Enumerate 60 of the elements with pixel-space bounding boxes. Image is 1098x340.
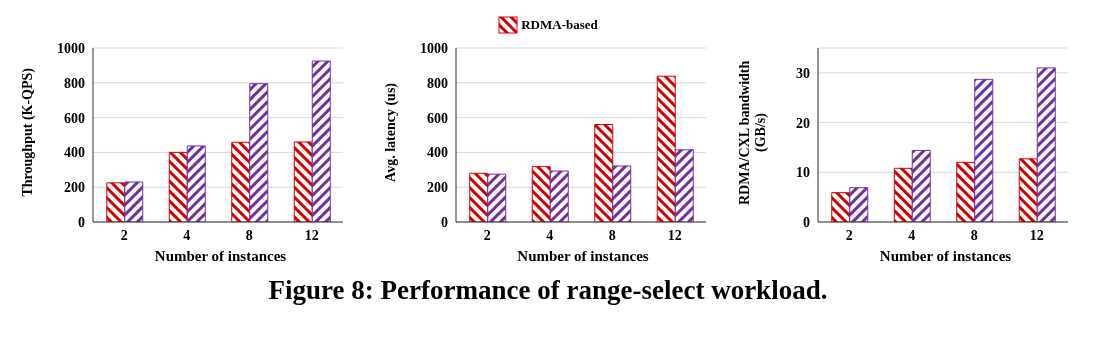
bar [293, 141, 313, 222]
bar [231, 141, 251, 222]
x-tick-label: 8 [245, 227, 253, 243]
bar [531, 166, 551, 222]
bar [549, 170, 569, 222]
bar [249, 83, 269, 222]
x-tick-label: 2 [120, 227, 128, 243]
y-tick-label: 0 [78, 214, 85, 230]
bar [486, 173, 506, 222]
caption: Figure 8: Performance of range-select workload. [267, 275, 829, 306]
x-tick-label: 2 [483, 227, 491, 243]
y-tick-label: 1000 [419, 40, 448, 56]
x-tick-label: 2 [845, 227, 853, 243]
y-tick-label: 1000 [57, 40, 85, 56]
bar [593, 124, 613, 222]
bar [911, 149, 931, 222]
bar [311, 60, 331, 222]
bar [168, 151, 188, 222]
x-axis-title: Number of instances [878, 248, 1013, 265]
x-tick-label: 8 [970, 227, 978, 243]
bar [106, 182, 126, 222]
x-axis-title: Number of instances [516, 248, 650, 265]
text: RDMA-based [520, 16, 598, 34]
y-tick-label: 600 [64, 110, 85, 126]
x-tick-label: 12 [304, 227, 319, 243]
y-tick-label: 600 [426, 110, 448, 126]
x-tick-label: 8 [608, 227, 616, 243]
y-tick-label: 10 [796, 165, 810, 181]
x-tick-label: 4 [908, 227, 916, 243]
bar [831, 192, 851, 222]
bar [186, 145, 206, 222]
y-tick-label: 200 [426, 180, 448, 196]
y-tick-label: 30 [796, 65, 810, 81]
bar [849, 187, 869, 222]
y-axis-title: RDMA/CXL bandwidth (GB/s) [737, 58, 769, 207]
bar [674, 149, 694, 222]
y-tick-label: 0 [440, 214, 448, 230]
bar [956, 161, 976, 222]
bar [1018, 158, 1038, 222]
bar [1036, 67, 1056, 222]
bar [124, 181, 144, 222]
bar [656, 75, 676, 222]
x-tick-label: 4 [183, 227, 191, 243]
y-axis-title: Throughput (K-QPS) [20, 67, 36, 197]
bar [611, 165, 631, 222]
y-tick-label: 800 [64, 75, 85, 91]
x-axis-title: Number of instances [153, 248, 288, 265]
y-tick-label: 400 [426, 145, 448, 161]
y-tick-label: 400 [64, 145, 85, 161]
y-tick-label: 20 [796, 115, 810, 131]
bar [893, 167, 913, 222]
bar [468, 172, 488, 222]
y-axis-title: Avg. latency (us) [382, 82, 399, 182]
y-tick-label: 200 [64, 180, 85, 196]
bar [974, 78, 994, 222]
x-tick-label: 12 [667, 227, 682, 243]
x-tick-label: 4 [545, 227, 553, 243]
x-tick-label: 12 [1029, 227, 1044, 243]
y-tick-label: 800 [426, 75, 448, 91]
y-tick-label: 0 [803, 214, 810, 230]
